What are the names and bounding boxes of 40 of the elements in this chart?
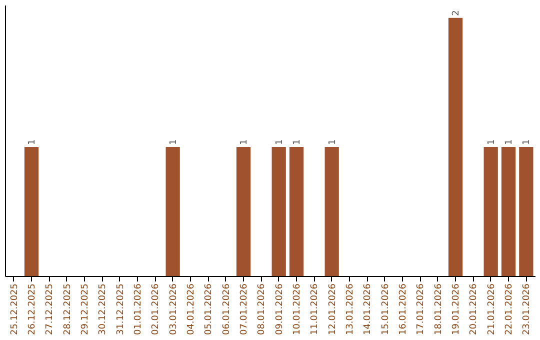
x-tick-label: 20.01.2026 (469, 283, 480, 336)
x-tick-label: 22.01.2026 (504, 283, 514, 336)
x-tick-label: 03.01.2026 (168, 283, 179, 336)
x-tick-label: 25.12.2025 (10, 284, 20, 336)
x-tick-label: 06.01.2026 (222, 283, 232, 336)
x-tick-label: 05.01.2026 (204, 283, 214, 336)
x-tick-label: 26.12.2025 (28, 284, 38, 336)
data-label: 1 (486, 139, 497, 145)
data-label: 1 (292, 139, 302, 145)
data-label: 1 (504, 139, 514, 145)
x-tick-label: 11.01.2026 (310, 283, 320, 336)
x-tick-label: 07.01.2026 (240, 283, 250, 336)
x-tick-label: 23.01.2026 (522, 283, 532, 336)
x-tick-label: 02.01.2026 (151, 283, 162, 336)
data-label: 1 (522, 139, 532, 145)
x-tick-label: 17.01.2026 (416, 283, 426, 336)
data-label: 1 (328, 139, 338, 145)
data-label: 1 (274, 139, 285, 145)
x-tick-label: 28.12.2025 (62, 284, 73, 336)
data-label: 2 (452, 10, 462, 16)
x-tick-label: 15.01.2026 (380, 283, 391, 336)
x-tick-label: 08.01.2026 (257, 283, 268, 336)
data-label: 1 (168, 139, 179, 145)
x-tick-label: 30.12.2025 (98, 284, 108, 336)
x-tick-label: 10.01.2026 (292, 283, 302, 336)
data-label: 1 (240, 139, 250, 145)
x-tick-label: 21.01.2026 (486, 283, 497, 336)
x-tick-label: 14.01.2026 (363, 283, 374, 336)
x-tick-label: 16.01.2026 (398, 283, 408, 336)
x-tick-label: 31.12.2025 (116, 284, 126, 336)
data-label: 1 (28, 139, 38, 145)
x-tick-label: 29.12.2025 (80, 284, 90, 336)
x-tick-label: 27.12.2025 (45, 284, 56, 336)
x-tick-label: 01.01.2026 (134, 283, 144, 336)
x-tick-label: 19.01.2026 (452, 283, 462, 336)
x-tick-label: 12.01.2026 (328, 283, 338, 336)
x-tick-label: 09.01.2026 (274, 283, 285, 336)
x-tick-label: 18.01.2026 (434, 283, 444, 336)
x-tick-label: 04.01.2026 (186, 283, 196, 336)
x-tick-label: 13.01.2026 (346, 283, 356, 336)
